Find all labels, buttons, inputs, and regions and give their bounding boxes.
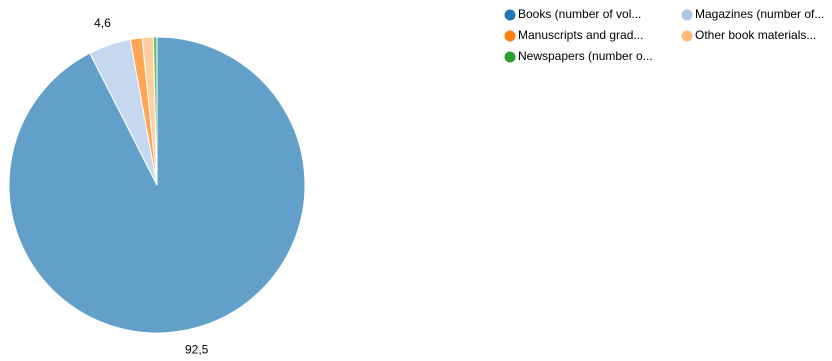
legend-label: Manuscripts and grad... [518, 28, 643, 42]
legend-label: Newspapers (number o... [518, 49, 653, 63]
legend-label: Magazines (number of... [695, 7, 824, 21]
data-label: 4,6 [94, 16, 111, 30]
legend-marker [681, 30, 693, 42]
legend-marker [504, 9, 516, 21]
pie-slice [152, 36, 158, 186]
legend-marker [504, 30, 516, 42]
legend-label: Other book materials... [695, 28, 816, 42]
legend-marker [681, 9, 693, 21]
legend-marker [504, 51, 516, 63]
data-label: 92,5 [185, 342, 209, 356]
legend-label: Books (number of vol... [518, 7, 641, 21]
